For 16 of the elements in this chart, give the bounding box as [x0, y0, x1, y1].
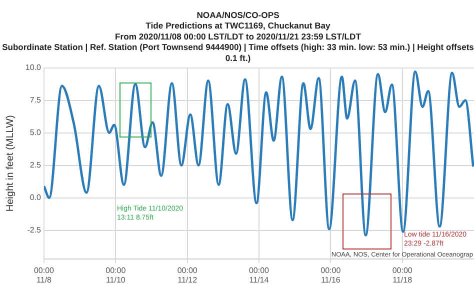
chart-subtitle: Tide Predictions at TWC1169, Chuckanut Bay From 2020/11/08 00:00 LST/LDT to 2020/11/21 23:59 LST/LDT Subordinate Station | Ref. Station (Port Townsend 9444900) | Time offsets (high: 33 min. low: 53 min.) | Height offsets 0.1 ft.) [2, 20, 474, 63]
y-tick-label: 7.5 [30, 95, 42, 104]
y-tick-label: 10.0 [25, 62, 42, 72]
x-tick-label: 00:00 11/16 [320, 266, 342, 285]
line-series [44, 70, 474, 236]
y-tick-label: 0.0 [30, 193, 42, 202]
x-tick-label: 00:00 11/8 [34, 266, 55, 285]
y-axis-title: Height in feet (MLLW) [4, 115, 16, 212]
x-tick-label: 00:00 11/18 [392, 266, 413, 285]
x-tick-label: 00:00 11/12 [177, 266, 198, 285]
y-tick-label: -2.5 [27, 226, 42, 235]
y-tick-label: 2.5 [30, 160, 42, 170]
y-tick-label: 5.0 [30, 128, 42, 138]
x-tick-label: 00:00 11/14 [248, 266, 270, 285]
chart-title: NOAA/NOS/CO-OPS [196, 10, 280, 20]
x-tick-label: 00:00 11/10 [106, 266, 126, 285]
